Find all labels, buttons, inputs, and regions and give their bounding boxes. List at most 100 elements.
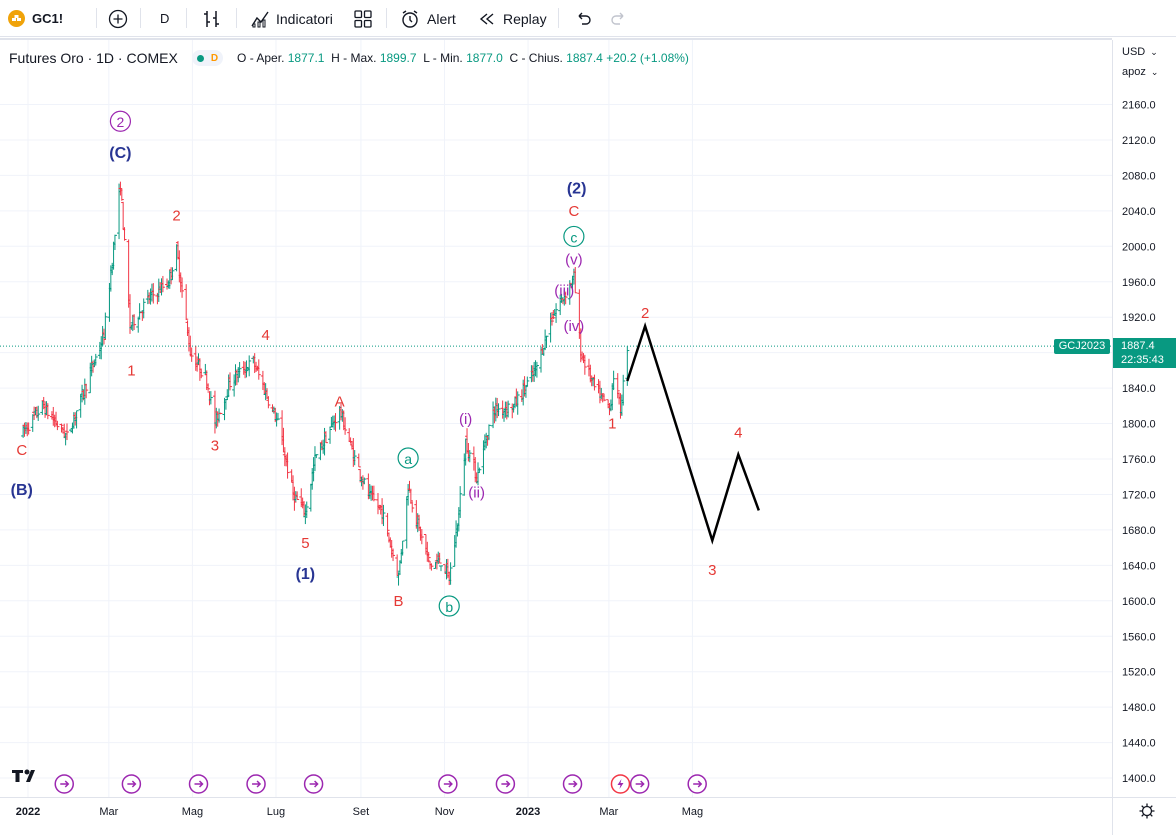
price-tick-label: 2040.0 bbox=[1122, 206, 1156, 218]
alert-button[interactable]: Alert bbox=[400, 0, 456, 37]
instrument-title[interactable]: Futures Oro · 1D · COMEX bbox=[9, 50, 178, 66]
chart-type-button[interactable] bbox=[202, 0, 222, 37]
unit-selector[interactable]: apoz ⌄ bbox=[1122, 66, 1158, 78]
time-tick-label: Mar bbox=[599, 806, 618, 818]
market-open-dot bbox=[196, 54, 204, 62]
interval-label: D bbox=[160, 11, 170, 26]
top-toolbar: GC1! D Indicatori Alert Replay bbox=[0, 0, 1176, 37]
ohlc-bar bbox=[385, 512, 390, 537]
ohlc-bar bbox=[323, 431, 328, 444]
svg-text:1: 1 bbox=[127, 362, 135, 379]
event-marker-icon bbox=[121, 774, 142, 794]
currency-selector[interactable]: USD ⌄ bbox=[1122, 46, 1158, 58]
grid-layout-icon bbox=[354, 9, 372, 28]
ohlc-bar bbox=[36, 405, 41, 421]
symbol-search-button[interactable]: GC1! bbox=[8, 0, 63, 37]
wave-label: 1 bbox=[608, 416, 616, 433]
close-key: C - Chius. bbox=[509, 51, 563, 65]
ohlc-bar bbox=[602, 393, 607, 402]
market-status-badge[interactable]: D bbox=[191, 50, 224, 66]
wave-label: (C) bbox=[109, 145, 131, 162]
ohlc-bar bbox=[419, 529, 424, 545]
ohlc-bar bbox=[103, 312, 108, 340]
indicators-icon bbox=[251, 11, 269, 27]
indicators-button[interactable]: Indicatori bbox=[250, 0, 333, 37]
ohlc-bar bbox=[439, 565, 443, 572]
ohlc-bar bbox=[515, 391, 520, 415]
ohlc-bar bbox=[375, 493, 380, 515]
wave-label: (iv) bbox=[563, 318, 584, 335]
ohlc-bar bbox=[477, 467, 482, 474]
wave-label: 3 bbox=[211, 438, 219, 455]
time-tick-label: Mag bbox=[682, 806, 703, 818]
ohlc-bar bbox=[247, 355, 252, 377]
svg-text:b: b bbox=[445, 599, 453, 615]
price-tick-label: 1720.0 bbox=[1122, 489, 1156, 501]
price-tick-label: 1520.0 bbox=[1122, 667, 1156, 679]
wave-label: 2 bbox=[109, 110, 132, 132]
wave-label: c bbox=[563, 225, 585, 248]
svg-text:3: 3 bbox=[211, 438, 219, 455]
time-tick-label: Lug bbox=[267, 806, 285, 818]
ohlc-bar bbox=[295, 491, 300, 501]
tradingview-logo-icon[interactable] bbox=[12, 769, 35, 783]
wave-label: 4 bbox=[261, 327, 269, 344]
wave-label: (B) bbox=[11, 482, 33, 499]
currency-label: USD bbox=[1122, 46, 1146, 58]
ohlc-bar bbox=[408, 488, 413, 504]
wave-labels: C (B) 2 (C) 1 2 3 4 5 (1) Aa B b (i) (ii) (iii) (iv) (v) c… bbox=[11, 110, 742, 617]
wave-label: 3 bbox=[708, 562, 716, 579]
price-tick-label: 1480.0 bbox=[1122, 702, 1156, 714]
layouts-button[interactable] bbox=[354, 0, 372, 37]
interval-button[interactable]: D bbox=[160, 0, 169, 37]
chart-legend: Futures Oro · 1D · COMEX D O - Aper. 187… bbox=[9, 48, 689, 68]
ohlc-bar bbox=[93, 353, 98, 366]
wave-label: B bbox=[394, 593, 404, 610]
ohlc-bar bbox=[206, 383, 211, 391]
redo-button[interactable] bbox=[610, 0, 628, 37]
wave-label: 2 bbox=[641, 305, 649, 322]
time-axis[interactable]: 2022 Mar Mag Lug Set Nov 2023 Mar Mag bbox=[16, 806, 703, 818]
high-value: 1899.7 bbox=[379, 51, 417, 65]
alert-label: Alert bbox=[427, 10, 456, 27]
ohlc-bar bbox=[352, 450, 357, 466]
change-value: +20.2 (+1.08%) bbox=[606, 51, 689, 65]
wave-label: (ii) bbox=[468, 485, 485, 502]
ohlc-bar bbox=[160, 275, 165, 293]
ohlc-bar bbox=[112, 234, 117, 250]
replay-button[interactable]: Replay bbox=[478, 0, 547, 37]
open-value: 1877.1 bbox=[287, 51, 325, 65]
event-marker-icon bbox=[303, 774, 324, 794]
svg-text:4: 4 bbox=[261, 327, 269, 344]
svg-text:(B): (B) bbox=[11, 482, 33, 499]
ohlc-bar bbox=[151, 283, 156, 304]
wave-label: (v) bbox=[565, 252, 583, 269]
time-tick-label: Nov bbox=[435, 806, 455, 818]
ohlc-bar bbox=[189, 347, 194, 362]
close-value: 1887.4 bbox=[566, 51, 603, 65]
wave-label: (i) bbox=[459, 411, 472, 428]
event-marker-icon bbox=[495, 774, 516, 794]
price-tick-label: 2120.0 bbox=[1122, 135, 1156, 147]
event-marker-icon bbox=[188, 774, 209, 794]
ohlc-bar bbox=[292, 486, 297, 511]
undo-button[interactable] bbox=[574, 0, 592, 37]
open-key: O - Aper. bbox=[237, 51, 285, 65]
svg-text:2: 2 bbox=[172, 207, 180, 224]
svg-text:C: C bbox=[16, 442, 27, 459]
settings-gear-icon[interactable] bbox=[1139, 803, 1155, 819]
low-value: 1877.0 bbox=[466, 51, 503, 65]
chevron-down-icon: ⌄ bbox=[1150, 47, 1158, 57]
price-chart[interactable]: C (B) 2 (C) 1 2 3 4 5 (1) Aa B b (i) (ii) (iii) (iv) (v) c… bbox=[0, 40, 1176, 835]
svg-text:4: 4 bbox=[734, 424, 742, 441]
ohlc-bar bbox=[328, 427, 333, 444]
bar-countdown: 22:35:43 bbox=[1121, 354, 1164, 366]
price-tick-label: 1840.0 bbox=[1122, 383, 1156, 395]
svg-text:(ii): (ii) bbox=[468, 485, 485, 502]
ohlc-bar bbox=[218, 412, 223, 415]
price-axis[interactable]: 2160.0 2120.0 2080.0 2040.0 2000.0 1960.0 1920… bbox=[1122, 100, 1156, 786]
svg-text:(1): (1) bbox=[296, 566, 316, 583]
time-tick-label: 2023 bbox=[516, 806, 540, 818]
ohlc-bar bbox=[45, 403, 50, 420]
compare-add-button[interactable] bbox=[108, 0, 128, 37]
